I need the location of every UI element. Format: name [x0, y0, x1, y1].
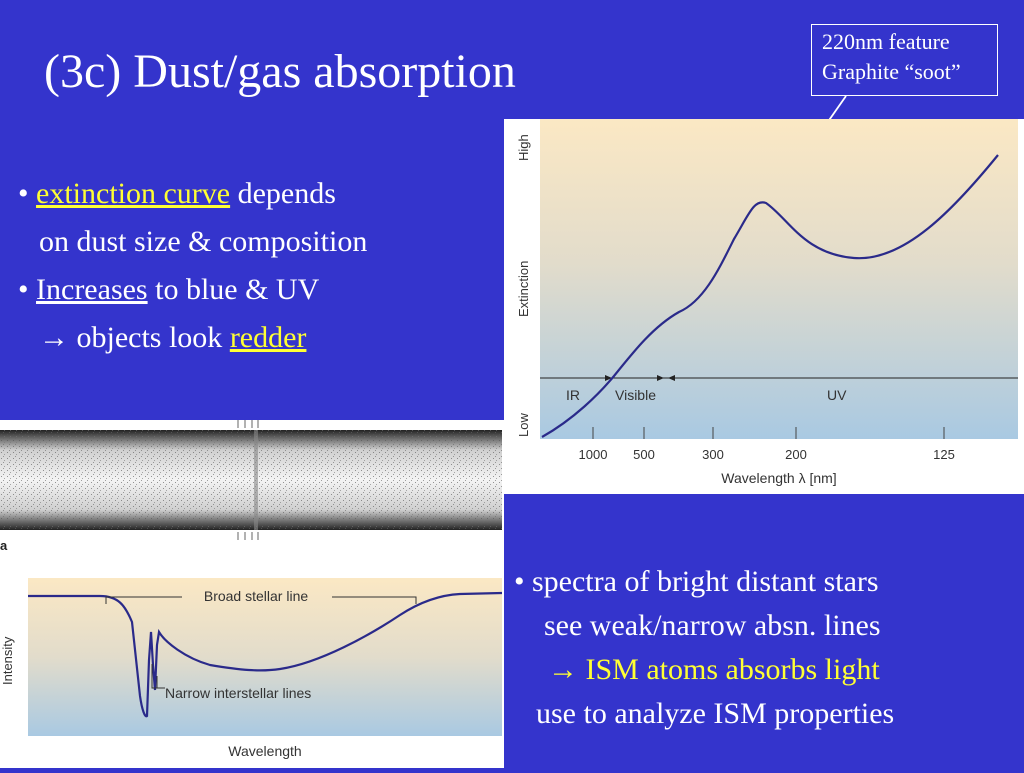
callout-line-1: 220nm feature [822, 29, 950, 54]
bullet-list-left: • extinction curve depends on dust size … [18, 170, 367, 362]
plot-area [540, 119, 1018, 439]
annotation-broad-stellar-line: Broad stellar line [204, 588, 308, 604]
extinction-chart-svg: IR Visible UV Low Extinction High 1000 5… [516, 119, 1018, 486]
bullet-marker: • [18, 177, 29, 210]
bullet-2-text: to blue & UV [147, 273, 320, 306]
x-tick-label-125: 125 [933, 447, 955, 462]
region-label-visible: Visible [615, 387, 656, 403]
callout-line-2: Graphite “soot” [822, 59, 961, 84]
bullet-3-text: objects look [69, 321, 230, 354]
callout-box: 220nm feature Graphite “soot” [811, 24, 998, 96]
bullet-right-2: see weak/narrow absn. lines [544, 609, 881, 642]
region-label-ir: IR [566, 387, 580, 403]
bullet-2: • Increases to blue & UV [18, 266, 367, 314]
bullet-right-3: → ISM atoms absorbs light [548, 648, 880, 692]
bullet-1-continuation: on dust size & composition [39, 225, 368, 258]
spectrum-svg: a Broad stellar line Narrow interstellar… [0, 420, 503, 759]
bullet-1: • extinction curve depends [18, 170, 367, 218]
absorption-line-dark [254, 430, 258, 530]
x-tick-label-300: 300 [702, 447, 724, 462]
highlight-redder: redder [229, 321, 307, 354]
bullet-3: → objects look redder [18, 314, 367, 362]
x-tick-label-1000: 1000 [579, 447, 608, 462]
bullet-list-right: • spectra of bright distant stars see we… [504, 494, 1024, 768]
slide-title: (3c) Dust/gas absorption [44, 45, 516, 98]
extinction-chart: IR Visible UV Low Extinction High 1000 5… [504, 119, 1024, 494]
bullet-1-text: depends [230, 177, 336, 210]
y-low-label: Low [516, 413, 531, 437]
intensity-plot-area [28, 578, 502, 736]
region-label-uv: UV [827, 387, 847, 403]
intensity-y-label: Intensity [0, 636, 15, 685]
panel-label-a: a [0, 538, 8, 553]
x-axis-label: Wavelength λ [nm] [721, 470, 836, 486]
narrow-lines-leader [151, 664, 165, 689]
arrow-icon: → [39, 321, 69, 354]
spectrum-panel: a Broad stellar line Narrow interstellar… [0, 420, 504, 768]
bullet-right-1: • spectra of bright distant stars [514, 565, 879, 598]
intensity-curve [28, 591, 503, 718]
arrow-icon: → [548, 653, 578, 686]
x-tick-label-500: 500 [633, 447, 655, 462]
bullet-right-3-text: ISM atoms absorbs light [578, 653, 880, 686]
x-tick-label-200: 200 [785, 447, 807, 462]
y-axis-label: Extinction [516, 261, 531, 317]
bullet-right-4: use to analyze ISM properties [536, 697, 895, 730]
wavelength-x-label: Wavelength [228, 743, 301, 759]
y-high-label: High [516, 134, 531, 161]
extinction-curve [541, 154, 999, 438]
annotation-narrow-interstellar-lines: Narrow interstellar lines [165, 685, 311, 701]
highlight-extinction-curve: extinction curve [36, 177, 231, 210]
bullet-marker: • [18, 273, 29, 306]
underlined-increases: Increases [36, 273, 148, 306]
broad-line-bracket [105, 596, 417, 604]
